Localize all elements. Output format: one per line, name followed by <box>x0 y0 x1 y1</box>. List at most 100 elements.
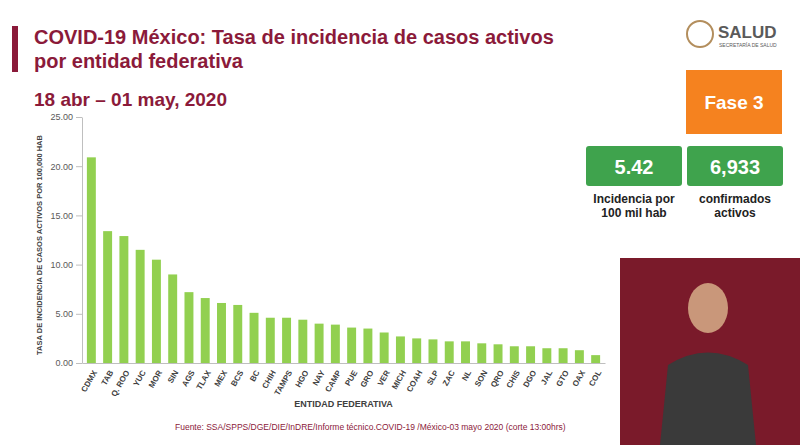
x-tick-label: NL <box>460 369 473 383</box>
bar <box>282 318 291 363</box>
bar <box>250 313 259 363</box>
x-tick-label: HGO <box>294 369 311 389</box>
y-tick: 5.00 <box>55 309 82 319</box>
x-tick: COAH <box>405 363 425 394</box>
text-line: Incidencia por <box>593 192 675 206</box>
bar <box>445 341 454 363</box>
bar <box>412 338 421 363</box>
bar <box>184 292 193 363</box>
bar <box>510 346 519 363</box>
logo-text: SALUD <box>718 23 777 42</box>
bar <box>168 274 177 363</box>
background <box>0 0 800 445</box>
bar <box>542 348 551 363</box>
x-tick: PUE <box>343 363 359 388</box>
x-tick: JAL <box>539 363 554 386</box>
x-tick-label: BCS <box>229 368 246 388</box>
x-tick: VER <box>376 363 392 388</box>
bar <box>461 341 470 363</box>
bar <box>201 298 210 363</box>
bar <box>380 332 389 363</box>
bar <box>575 350 584 363</box>
x-tick: AGS <box>180 363 197 388</box>
x-tick-label: OAX <box>571 368 588 388</box>
bar <box>103 231 112 363</box>
x-tick: YUC <box>132 363 148 388</box>
x-tick: SON <box>473 363 490 388</box>
slide: COVID-19 México: Tasa de incidencia de c… <box>0 0 800 445</box>
x-tick-label: TAMPS <box>273 368 295 397</box>
logo-subtext: SECRETARÍA DE SALUD <box>719 42 777 48</box>
bar <box>591 355 600 363</box>
y-tick-label: 25.00 <box>50 112 73 122</box>
bar <box>298 320 307 363</box>
x-tick-label: PUE <box>343 368 359 387</box>
x-tick: HGO <box>294 363 311 389</box>
bar <box>396 336 405 363</box>
y-tick: 20.00 <box>50 162 82 172</box>
x-tick: CDMX <box>79 363 99 394</box>
y-tick: 25.00 <box>50 112 82 122</box>
x-tick: TLAX <box>195 363 214 391</box>
y-tick-mark <box>76 314 82 315</box>
x-tick: DGO <box>521 363 538 389</box>
x-tick: GRO <box>359 363 376 389</box>
stat-box <box>687 146 783 186</box>
interpreter-body <box>660 353 756 445</box>
bar <box>136 250 145 363</box>
bar <box>428 339 437 363</box>
x-tick: ZAC <box>441 363 457 388</box>
text-line: confirmados <box>699 192 771 206</box>
x-tick: QRO <box>489 363 506 389</box>
x-tick-label: SON <box>473 369 490 389</box>
bar <box>233 305 242 363</box>
stat-value: 5.42 <box>615 156 654 178</box>
text-line: por entidad federativa <box>34 50 244 72</box>
stat-value: 6,933 <box>710 156 760 178</box>
x-tick: GTO <box>554 363 570 388</box>
stat-box <box>586 146 682 186</box>
x-tick-label: COAH <box>405 369 425 394</box>
bar <box>526 346 535 363</box>
x-tick-label: CAMP <box>323 368 343 393</box>
subtitle: 18 abr – 01 may, 2020 <box>34 89 227 110</box>
text-line: activos <box>714 206 756 220</box>
stat-label: Incidencia por100 mil hab <box>593 192 675 220</box>
x-tick-label: VER <box>376 369 392 388</box>
x-tick-label: COL <box>587 369 603 388</box>
x-tick: CAMP <box>323 363 343 394</box>
y-axis-line <box>82 118 83 364</box>
x-tick-label: ZAC <box>441 369 457 388</box>
y-tick: 10.00 <box>50 260 82 270</box>
x-axis-title: ENTIDAD FEDERATIVA <box>294 399 393 409</box>
phase-box <box>686 70 782 134</box>
x-tick: NL <box>460 363 473 383</box>
y-tick-label: 20.00 <box>50 162 73 172</box>
x-axis-line <box>83 363 606 364</box>
y-tick-mark <box>76 166 82 167</box>
x-tick: Q. ROO <box>109 363 131 398</box>
x-tick-label: SLP <box>425 368 441 387</box>
accent-bar <box>12 26 18 72</box>
interpreter-head <box>688 283 728 333</box>
y-tick-label: 15.00 <box>50 211 73 221</box>
y-tick-mark <box>76 265 82 266</box>
x-tick: BCS <box>229 363 246 388</box>
x-tick: MOR <box>147 363 164 389</box>
y-tick-mark <box>76 117 82 118</box>
text-line: COVID-19 México: Tasa de incidencia de c… <box>34 26 554 48</box>
bars <box>87 157 600 363</box>
x-tick-label: TAB <box>100 369 116 387</box>
y-tick-mark <box>76 363 82 364</box>
x-tick: MEX <box>213 363 230 388</box>
x-tick-label: NAY <box>311 368 327 387</box>
bar <box>559 348 568 363</box>
x-tick-label: BC <box>248 369 262 384</box>
video-panel <box>620 258 800 445</box>
text-line: 100 mil hab <box>601 206 666 220</box>
y-axis: 0.005.0010.0015.0020.0025.00 <box>50 112 82 368</box>
x-tick-label: GRO <box>359 369 376 389</box>
x-tick-label: CDMX <box>79 368 99 393</box>
y-tick: 15.00 <box>50 211 82 221</box>
x-tick-label: SIN <box>166 369 181 385</box>
